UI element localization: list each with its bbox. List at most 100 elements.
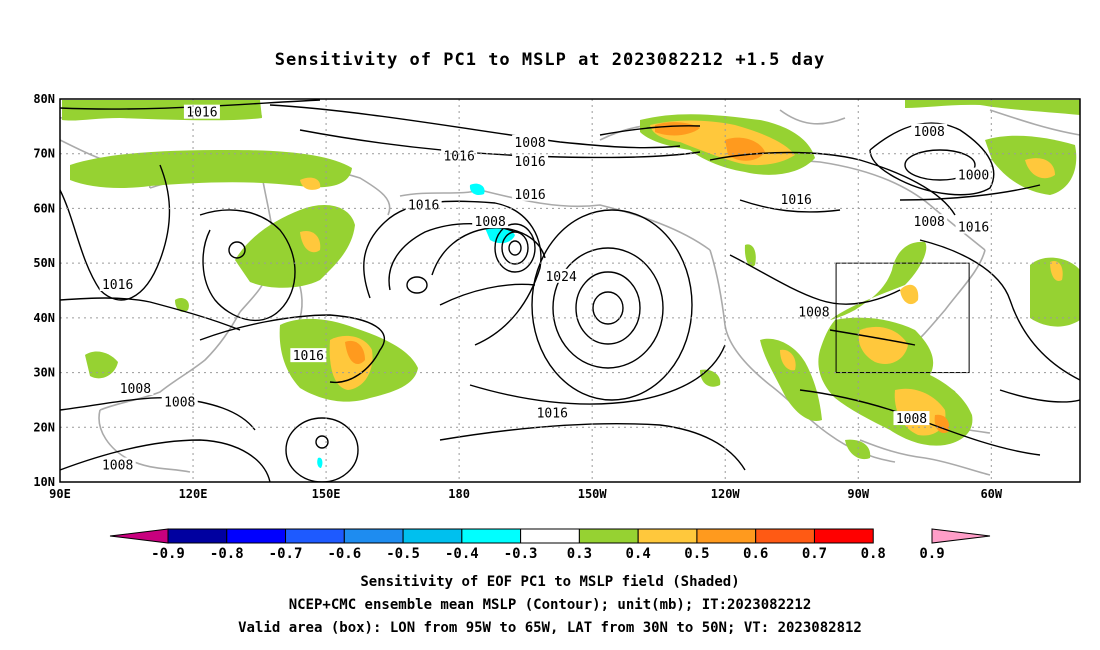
sensitivity-patch (1030, 257, 1080, 327)
contour-label: 1016 (186, 106, 217, 121)
sensitivity-patch (70, 150, 352, 188)
lon-tick-label: 60W (980, 487, 1002, 501)
contour-label: 1008 (120, 382, 151, 397)
lat-tick-label: 30N (33, 366, 55, 380)
sensitivity-patch (300, 230, 321, 253)
sensitivity-patch (345, 340, 365, 365)
contour-label-bg (893, 411, 930, 426)
colorbar-label: -0.9 (151, 546, 185, 562)
contour-label-bg (512, 153, 549, 168)
contour-label-bg (955, 167, 992, 182)
sensitivity-patch (780, 349, 796, 371)
lat-tick-label: 10N (33, 475, 55, 489)
lat-tick-label: 80N (33, 92, 55, 106)
colorbar-label: 0.5 (684, 546, 709, 562)
contour-label-bg (512, 186, 549, 201)
caption-line-1: Sensitivity of EOF PC1 to MSLP field (Sh… (360, 574, 740, 590)
contour-label-bg (911, 214, 948, 229)
colorbar-segment (167, 528, 228, 544)
lat-tick-label: 40N (33, 311, 55, 325)
lon-tick-label: 90W (847, 487, 869, 501)
lat-tick-label: 50N (33, 256, 55, 270)
contour-label-bg (795, 304, 832, 319)
colorbar-segment (813, 528, 874, 544)
contour-label-bg (161, 394, 198, 409)
sensitivity-patch (62, 100, 262, 121)
map-frame (59, 98, 1081, 483)
colorbar-label: -0.5 (386, 546, 420, 562)
contour-label: 1008 (914, 215, 945, 230)
sensitivity-patch (175, 298, 189, 312)
lon-tick-label: 180 (448, 487, 470, 501)
sensitivity-shading (62, 100, 1080, 468)
colorbar-label: -0.6 (327, 546, 361, 562)
sensitivity-patch (760, 338, 822, 421)
contour-label: 1016 (443, 149, 474, 164)
sensitivity-patch (1050, 260, 1063, 281)
colorbar-label: -0.7 (269, 546, 303, 562)
contour-label: 1024 (545, 270, 576, 285)
colorbar-label: 0.6 (743, 546, 768, 562)
lon-tick-label: 120W (711, 487, 741, 501)
colorbar-label: 0.3 (567, 546, 592, 562)
lon-tick-label: 120E (179, 487, 208, 501)
contour-label: 1008 (914, 125, 945, 140)
sensitivity-patch (934, 414, 950, 434)
contour-label-bg (290, 348, 327, 363)
sensitivity-patch (700, 369, 721, 387)
sensitivity-patch (845, 439, 871, 460)
sensitivity-patch (317, 457, 323, 468)
contour-label: 1016 (408, 199, 439, 214)
contour-label: 1000 (958, 169, 989, 184)
contour-label: 1016 (781, 193, 812, 208)
colorbar-arrow-high (931, 528, 991, 544)
sensitivity-patch (830, 241, 927, 320)
map-area: 1016 1008 1016 1016 1008 1000 1016 1016 1016 1008… (60, 99, 1080, 482)
contour-label-bg (441, 148, 478, 163)
contour-label-bg (955, 219, 992, 234)
colorbar-segment (696, 528, 757, 544)
sensitivity-patch (858, 326, 908, 365)
contour-label-bg (534, 405, 571, 420)
colorbar-segment (461, 528, 522, 544)
colorbar-segment (578, 528, 639, 544)
contour-label-bg (778, 192, 815, 207)
contour-label: 1016 (293, 349, 324, 364)
colorbar-label: -0.3 (504, 546, 538, 562)
colorbar-segment (637, 528, 698, 544)
contour-label: 1008 (475, 215, 506, 230)
contour-label-bg (99, 457, 136, 472)
contour-label: 1016 (102, 278, 133, 293)
colorbar-label: 0.9 (919, 546, 944, 562)
contour-label-bg (472, 214, 509, 229)
sensitivity-patch (300, 177, 321, 190)
colorbar-segment (226, 528, 287, 544)
colorbar-segment (755, 528, 815, 544)
contour-label: 1016 (514, 188, 545, 203)
contour-label: 1008 (514, 136, 545, 151)
contour-label: 1008 (798, 305, 829, 320)
colorbar-segment (402, 528, 463, 544)
sensitivity-patch (744, 244, 756, 267)
contour-label-bg (512, 134, 549, 149)
contour-label: 1008 (896, 412, 927, 427)
contour-label-bg (117, 380, 154, 395)
sensitivity-patch (469, 183, 485, 195)
lat-tick-label: 70N (33, 147, 55, 161)
colorbar-label: 0.8 (861, 546, 886, 562)
colorbar: -0.9 -0.8 -0.7 -0.6 -0.5 -0.4 -0.3 0.3 0.4 0.5 0.6… (109, 528, 991, 562)
colorbar-label: -0.4 (445, 546, 479, 562)
sensitivity-patch (725, 137, 765, 161)
sensitivity-patch (1025, 158, 1055, 179)
caption-line-3: Valid area (box): LON from 95W to 65W, L… (238, 620, 862, 636)
contour-label: 1016 (537, 407, 568, 422)
sensitivity-patch (85, 351, 118, 379)
gridlines (60, 99, 1080, 482)
contour-label-bg (183, 104, 220, 119)
sensitivity-patch (905, 100, 1080, 115)
lon-tick-label: 150W (578, 487, 608, 501)
lon-tick-label: 90E (49, 487, 71, 501)
axis-labels: 90E 120E 150E 180 150W 120W 90W 60W 80N 70N 60N 50N… (33, 92, 1003, 501)
contour-label: 1008 (102, 459, 133, 474)
